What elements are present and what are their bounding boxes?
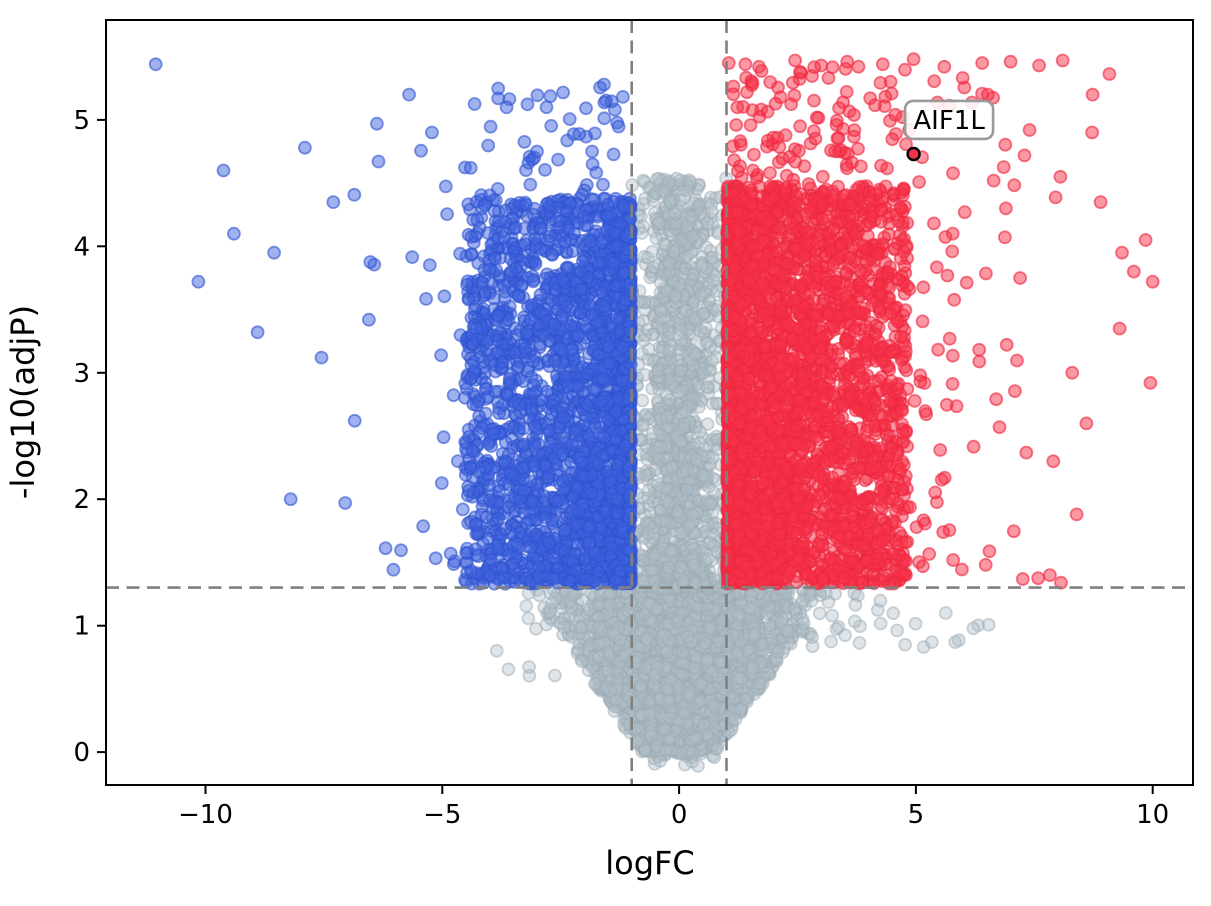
series-upregulated-scatter <box>724 59 1117 591</box>
gene-annotation-box <box>903 99 995 141</box>
y-tick-label: 1 <box>73 612 90 642</box>
series-nonsignificant-left-wing <box>489 586 562 683</box>
series-downregulated-core <box>458 191 638 591</box>
axis-ticks-layer: −10 −5 0 5 10 0 1 2 3 4 5 <box>73 106 1169 830</box>
x-tick-label: 0 <box>671 800 688 830</box>
series-upregulated-top-row <box>721 52 1070 74</box>
gene-annotation-label: AIF1L <box>913 106 985 136</box>
y-axis-label: -log10(adjP) <box>4 305 42 499</box>
highlighted-point <box>906 146 921 162</box>
y-tick-label: 4 <box>73 232 90 262</box>
highlighted-gene-point <box>906 146 921 162</box>
series-nonsignificant-column <box>625 171 733 596</box>
threshold-lines-layer <box>106 20 1193 785</box>
x-tick-label: −10 <box>178 800 233 830</box>
series-nonsignificant-right-wing <box>795 586 996 654</box>
series-upregulated-outliers <box>981 87 1160 469</box>
x-axis-label: logFC <box>605 844 695 882</box>
scatter-points-layer <box>148 52 1160 773</box>
series-nonsignificant-funnel <box>530 582 833 773</box>
series-downregulated-scatter <box>347 77 634 591</box>
x-tick-label: −5 <box>423 800 461 830</box>
y-tick-label: 0 <box>73 738 90 768</box>
y-tick-label: 5 <box>73 106 90 136</box>
y-tick-label: 3 <box>73 359 90 389</box>
series-downregulated-outliers <box>148 57 554 510</box>
x-tick-label: 5 <box>908 800 925 830</box>
y-tick-label: 2 <box>73 485 90 515</box>
x-tick-label: 10 <box>1136 800 1169 830</box>
gene-annotation: AIF1L <box>903 99 995 141</box>
plot-border <box>105 19 1194 786</box>
